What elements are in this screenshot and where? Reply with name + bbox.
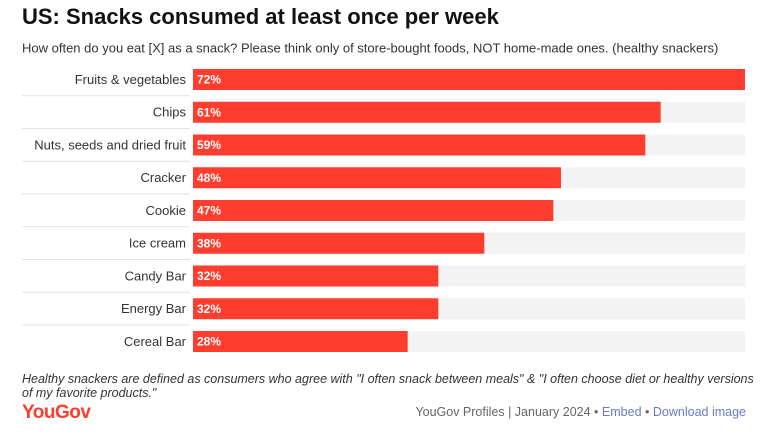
credit: YouGov Profiles | January 2024	[415, 405, 591, 419]
category-label: Cracker	[140, 170, 186, 185]
value-label: 72%	[197, 73, 221, 87]
chart-title: US: Snacks consumed at least once per we…	[22, 4, 500, 29]
category-label: Ice cream	[129, 236, 186, 251]
bar	[193, 265, 439, 287]
bar	[193, 200, 554, 221]
value-label: 61%	[197, 105, 221, 119]
bar	[193, 331, 408, 352]
category-label: Fruits & vegetables	[75, 72, 187, 87]
bar	[193, 101, 661, 123]
category-label: Cookie	[146, 203, 186, 218]
category-label: Cereal Bar	[124, 334, 187, 349]
value-label: 32%	[197, 269, 221, 283]
value-label: 48%	[197, 171, 221, 185]
bar	[193, 298, 439, 320]
chart: US: Snacks consumed at least once per we…	[22, 4, 745, 352]
bar	[193, 134, 646, 156]
value-label: 32%	[197, 302, 221, 316]
bar	[193, 69, 745, 90]
separator: •	[645, 405, 650, 419]
logo: YouGov	[22, 402, 91, 423]
footer: YouGov Profiles | January 2024 • Embed •…	[415, 405, 746, 419]
embed-link[interactable]: Embed	[601, 405, 642, 419]
download-link[interactable]: Download image	[652, 405, 746, 419]
value-label: 47%	[197, 204, 221, 218]
category-label: Energy Bar	[121, 301, 187, 316]
value-label: 28%	[197, 335, 221, 349]
value-label: 59%	[197, 138, 221, 152]
bar	[193, 232, 485, 254]
separator: •	[594, 405, 599, 419]
category-label: Candy Bar	[125, 268, 187, 283]
chart-subtitle: How often do you eat [X] as a snack? Ple…	[22, 40, 718, 55]
value-label: 38%	[197, 236, 221, 250]
category-label: Chips	[153, 105, 187, 120]
category-label: Nuts, seeds and dried fruit	[34, 137, 186, 152]
bar	[193, 167, 561, 189]
note: Healthy snackers are defined as consumer…	[22, 372, 754, 400]
